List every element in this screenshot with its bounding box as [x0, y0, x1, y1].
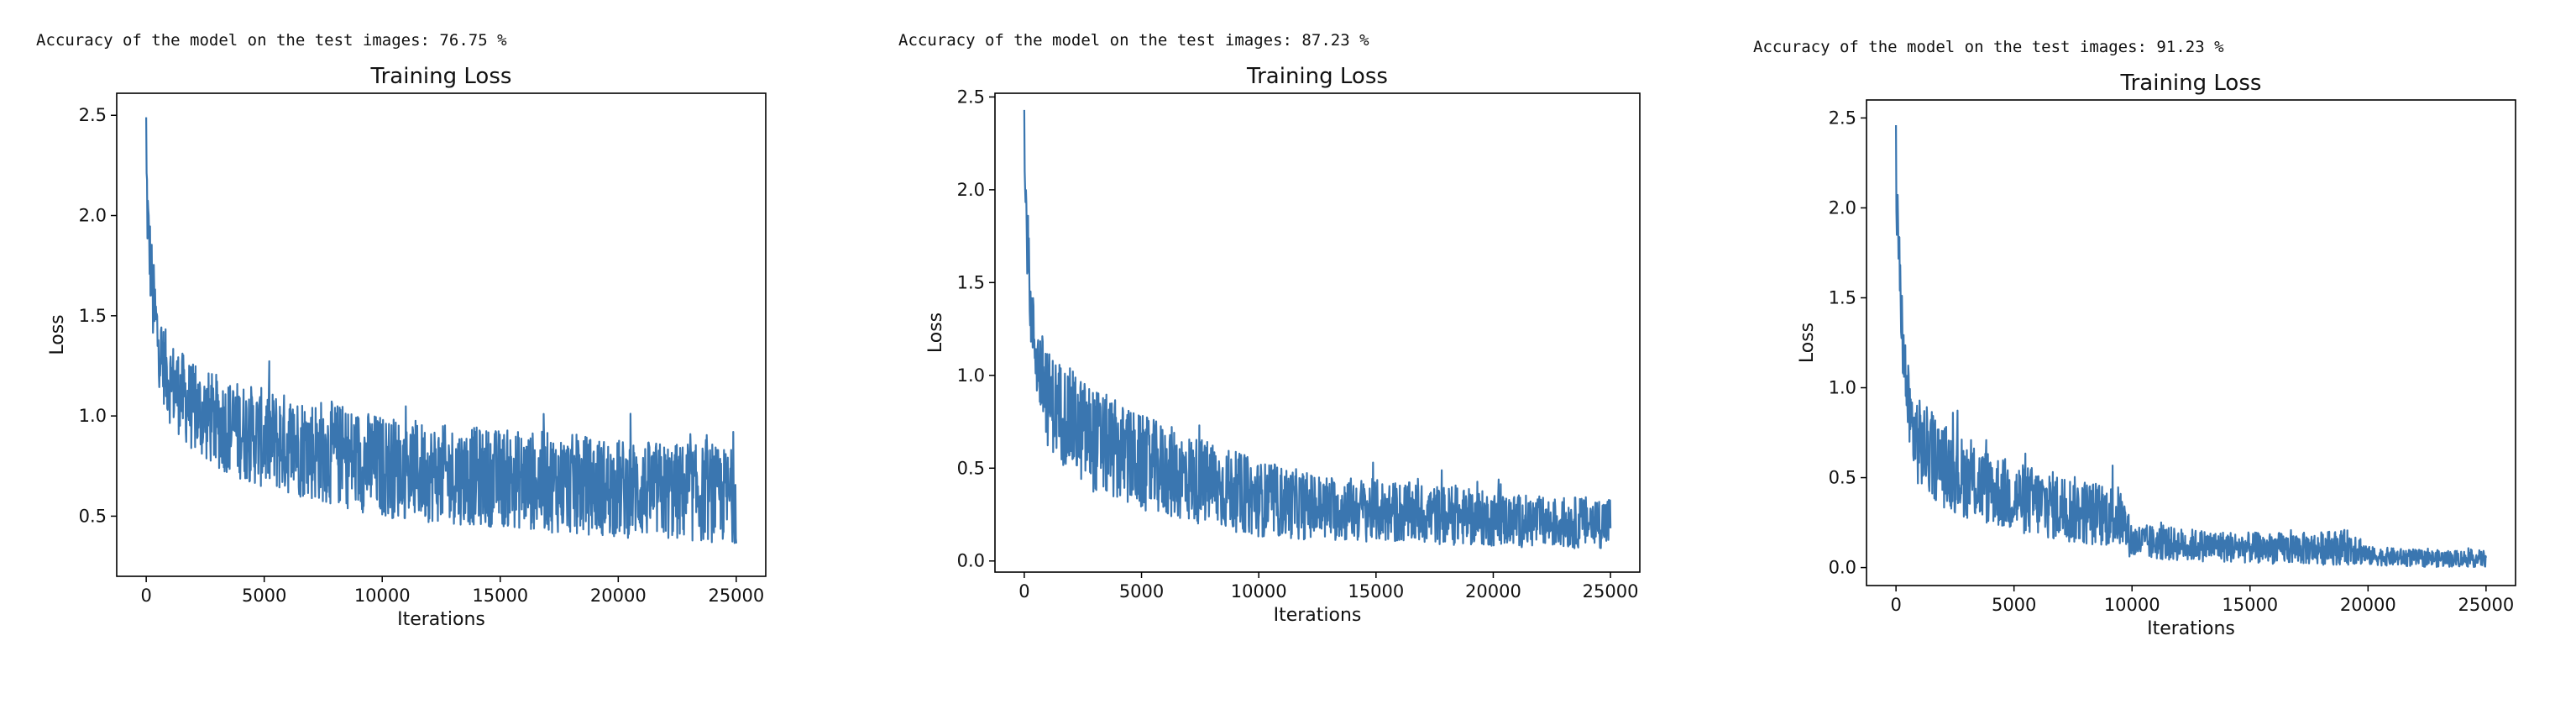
- x-tick-label: 15000: [1348, 581, 1404, 602]
- y-tick-label: 0.0: [1829, 558, 1856, 578]
- y-tick-label: 2.5: [79, 105, 107, 125]
- x-tick-label: 25000: [708, 586, 764, 606]
- accuracy-text-2: Accuracy of the model on the test images…: [898, 31, 1369, 50]
- x-tick-label: 0: [1018, 581, 1029, 602]
- plot-frame: [1866, 99, 2516, 586]
- x-tick-label: 20000: [590, 586, 647, 606]
- plot-frame: [116, 92, 767, 577]
- x-tick-label: 5000: [242, 586, 286, 606]
- y-axis-label: Loss: [47, 314, 68, 355]
- accuracy-text-1: Accuracy of the model on the test images…: [36, 31, 507, 50]
- loss-chart-2: Training Loss 0 5000 10000 15000 20000 25000 0.…: [925, 64, 1641, 626]
- loss-series-line: [145, 117, 737, 544]
- x-tick-label: 20000: [1465, 581, 1521, 602]
- x-tick-label: 10000: [1231, 581, 1287, 602]
- y-tick-label: 1.5: [957, 272, 985, 292]
- loss-series-line: [1023, 109, 1612, 549]
- y-tick-label: 0.5: [1829, 468, 1856, 488]
- accuracy-text-3: Accuracy of the model on the test images…: [1753, 38, 2224, 56]
- chart-panel-3: Accuracy of the model on the test images…: [1713, 0, 2576, 704]
- x-tick-label: 25000: [1583, 581, 1639, 602]
- y-tick-label: 2.0: [1829, 197, 1856, 218]
- loss-chart-3: Training Loss 0 5000 10000 15000 20000 25000 0.…: [1797, 71, 2516, 639]
- y-tick-label: 2.0: [957, 180, 985, 200]
- x-tick-label: 20000: [2340, 595, 2396, 615]
- y-tick-label: 0.5: [79, 506, 107, 526]
- chart-title: Training Loss: [370, 64, 512, 89]
- y-tick-label: 2.0: [79, 206, 107, 226]
- x-axis-label: Iterations: [2147, 618, 2235, 639]
- chart-panel-1: Accuracy of the model on the test images…: [0, 0, 856, 704]
- x-tick-label: 15000: [2222, 595, 2278, 615]
- x-tick-label: 5000: [1119, 581, 1164, 602]
- y-tick-label: 1.5: [79, 306, 107, 326]
- y-tick-label: 1.0: [79, 406, 107, 426]
- y-tick-label: 2.5: [957, 87, 985, 107]
- y-tick-label: 2.5: [1829, 108, 1856, 128]
- y-axis-label: Loss: [1797, 323, 1818, 363]
- chart-title: Training Loss: [1246, 64, 1388, 89]
- chart-title: Training Loss: [2120, 71, 2262, 96]
- y-tick-label: 1.0: [1829, 378, 1856, 398]
- y-tick-label: 0.5: [957, 458, 985, 478]
- x-tick-label: 15000: [472, 586, 528, 606]
- plot-frame: [994, 92, 1641, 573]
- x-tick-label: 0: [1890, 595, 1901, 615]
- loss-series-line: [1895, 124, 2487, 569]
- x-tick-label: 5000: [1992, 595, 2036, 615]
- x-tick-label: 10000: [2104, 595, 2160, 615]
- y-tick-label: 1.5: [1829, 287, 1856, 307]
- x-tick-label: 25000: [2458, 595, 2514, 615]
- y-tick-label: 0.0: [957, 551, 985, 571]
- y-tick-label: 1.0: [957, 365, 985, 386]
- x-tick-label: 10000: [354, 586, 411, 606]
- y-axis-label: Loss: [925, 313, 946, 353]
- loss-chart-1: Training Loss 0 5000 10000 15000 20000 25000 0.…: [47, 64, 767, 630]
- x-tick-label: 0: [140, 586, 151, 606]
- x-axis-label: Iterations: [397, 609, 485, 630]
- x-axis-label: Iterations: [1274, 605, 1362, 626]
- chart-panel-2: Accuracy of the model on the test images…: [856, 0, 1713, 704]
